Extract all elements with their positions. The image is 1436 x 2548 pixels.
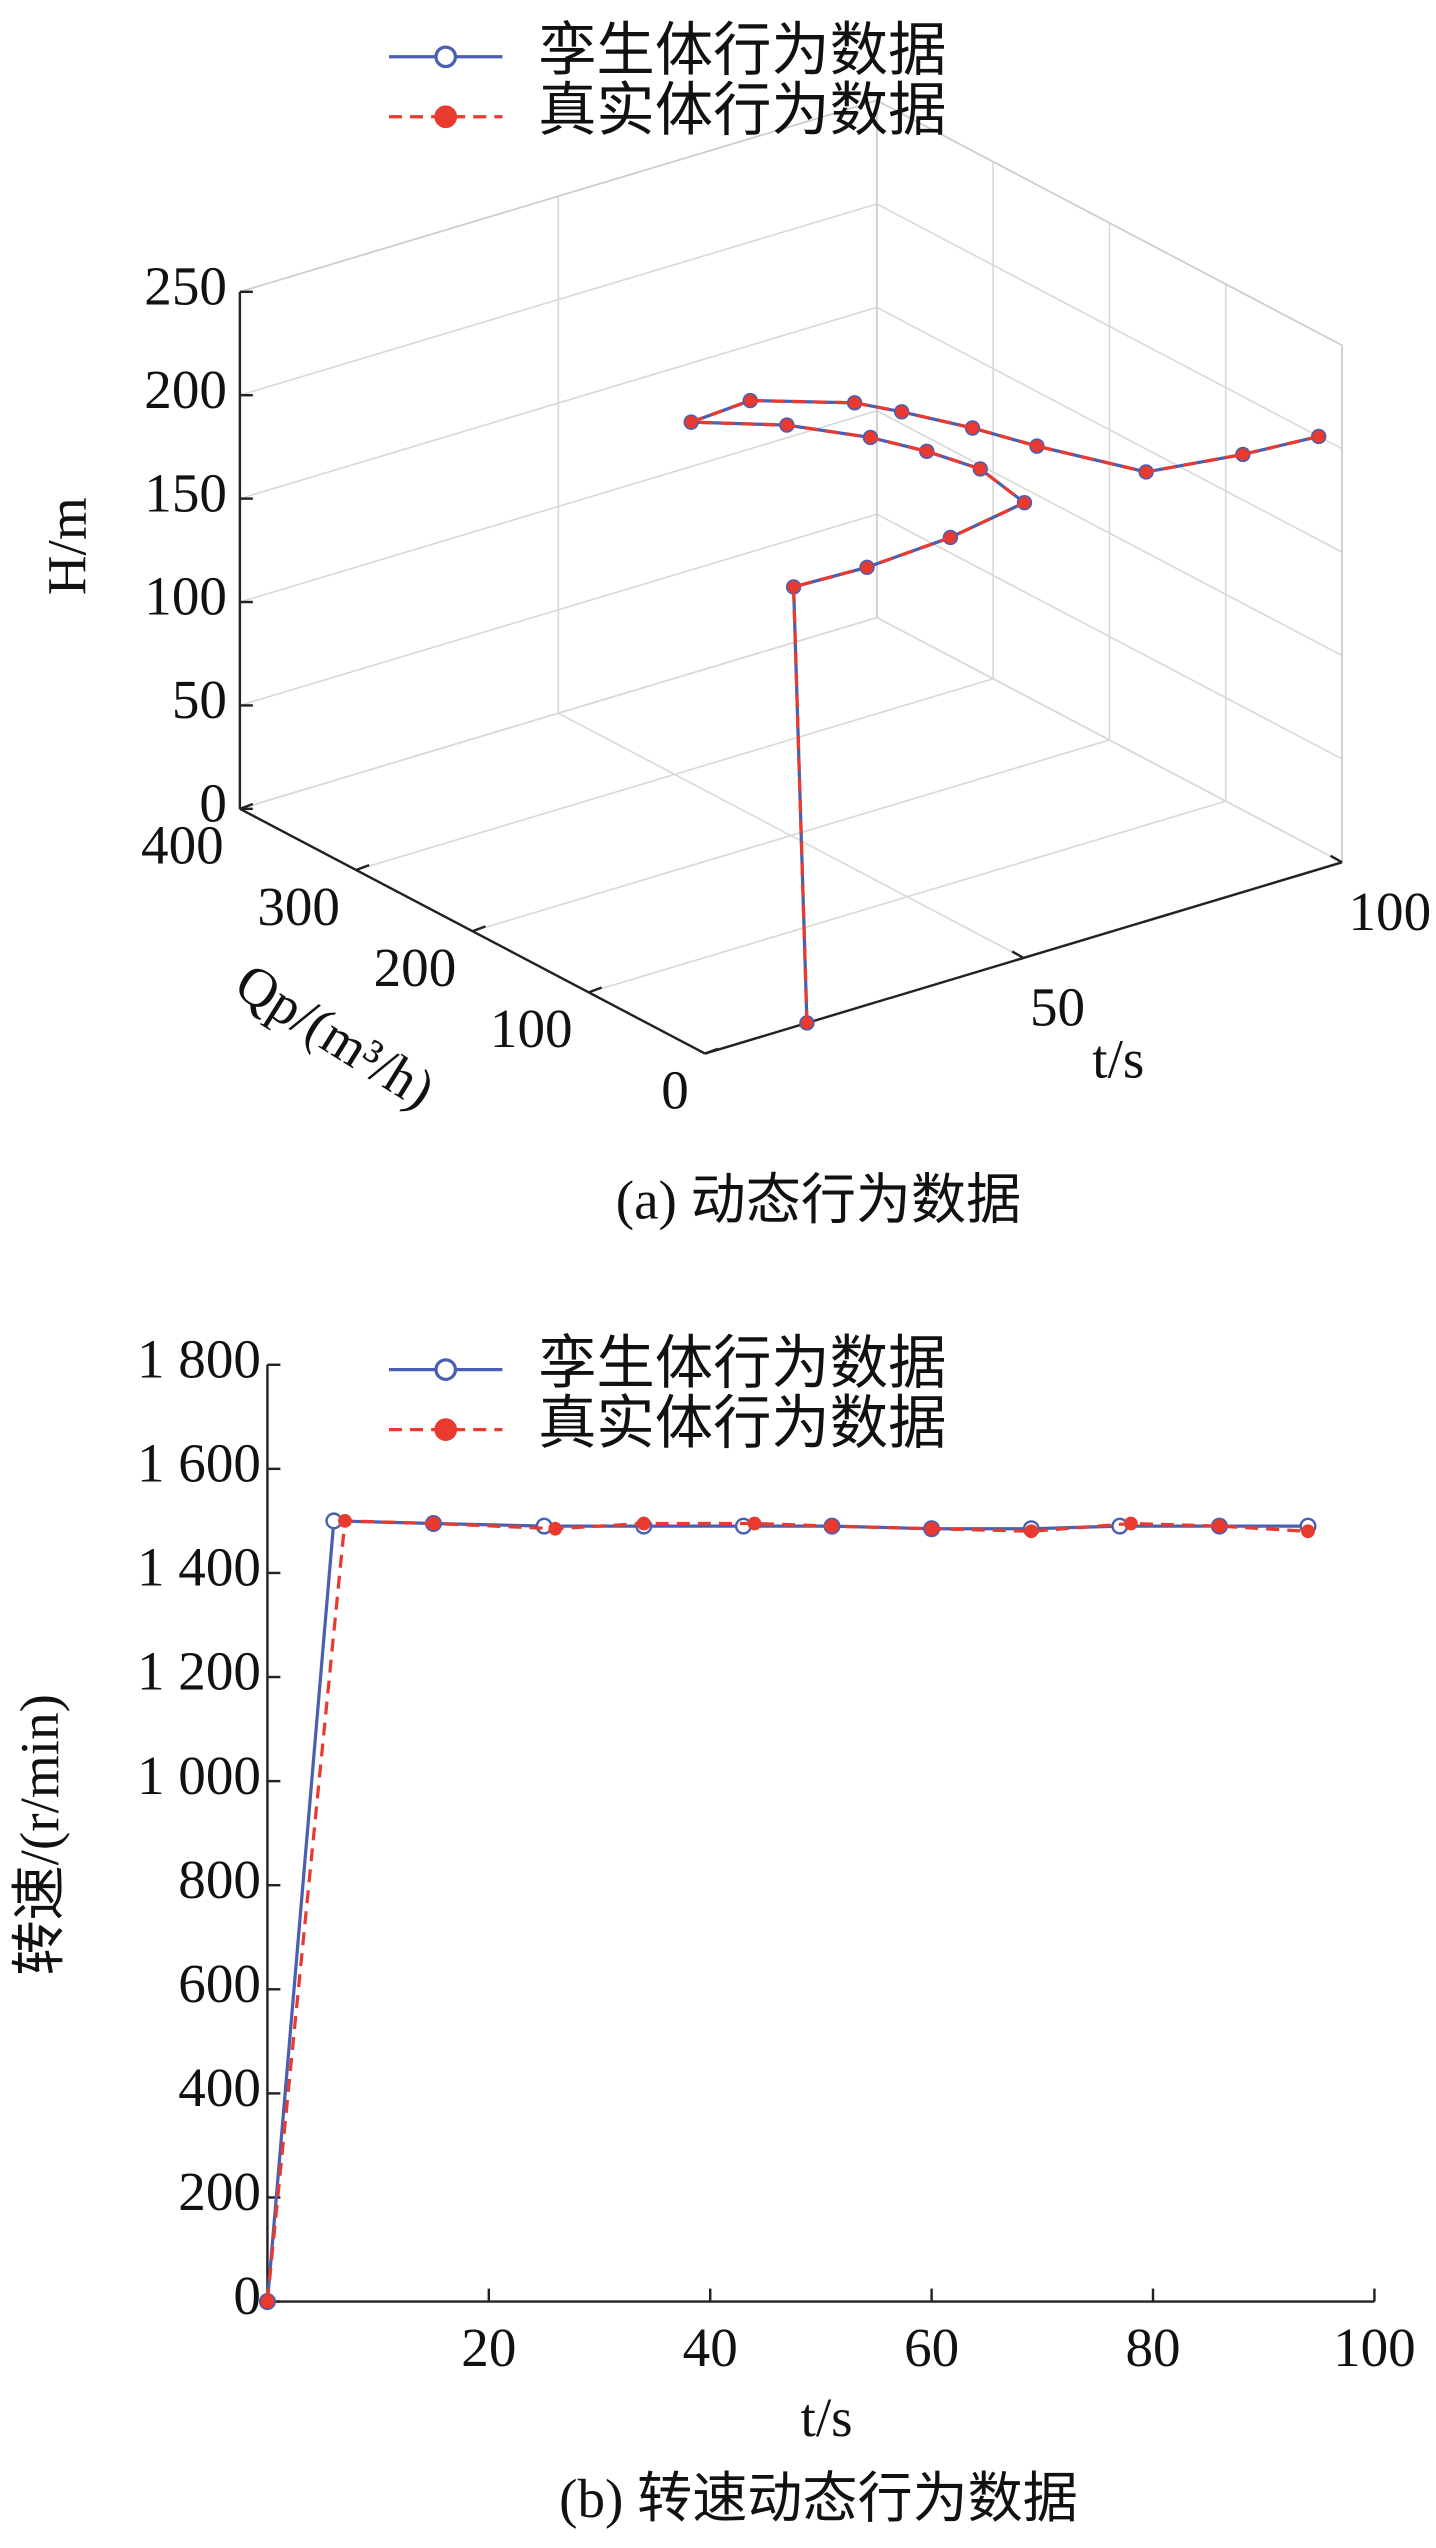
data-point [260,2294,275,2309]
data-point [1301,1524,1315,1539]
z-tick-label: 150 [144,462,227,523]
z-tick-label: 50 [172,669,227,730]
data-point [1024,1524,1039,1539]
box-edge [239,99,878,293]
x-axis-label: t/s [801,2387,853,2448]
z-tick-label: 200 [144,359,227,420]
tick-mark [704,1047,719,1055]
data-point [864,431,877,444]
z-axis-label: H/m [37,497,98,595]
data-point [780,419,793,432]
legend-marker [434,45,458,69]
tick-mark [1011,950,1025,960]
data-point [1312,430,1325,443]
legend-marker [434,105,458,129]
z-tick-label: 250 [144,255,227,316]
y-tick-label: 800 [178,1849,261,1910]
legend-marker [434,1418,458,1441]
data-point [1030,440,1044,453]
series-line [265,1519,1308,2302]
x-tick-label: 100 [1348,881,1431,942]
tick-mark [588,986,603,994]
y-tick-label: 600 [178,1953,261,2014]
y-tick-label: 1 000 [137,1745,261,1806]
y-tick-label: 1 600 [137,1432,261,1493]
data-point [685,416,698,429]
legend-label: 真实体行为数据 [538,1391,946,1456]
y-tick-label: 0 [661,1059,689,1120]
data-point [636,1516,651,1531]
legend-label: 孪生体行为数据 [538,18,946,83]
data-point [426,1516,441,1531]
tick-mark [472,925,486,933]
y-tick-label: 0 [233,2265,261,2326]
legend-label: 孪生体行为数据 [538,1331,946,1396]
data-point [974,462,987,475]
tick-mark [355,864,370,872]
data-point [920,445,933,458]
data-point [860,561,874,574]
data-point [848,396,861,409]
data-point [944,531,957,544]
x-tick-label: 80 [1125,2317,1180,2378]
y-tick-label: 1 200 [137,1641,261,1702]
legend-marker [434,1358,458,1381]
legend-label: 真实体行为数据 [538,78,946,143]
data-point [895,405,908,418]
caption: (a) 动态行为数据 [616,1170,1021,1231]
x-axis-label: t/s [1092,1029,1144,1090]
y-tick-label: 300 [257,876,340,937]
data-point [1140,465,1153,479]
grid-line [239,616,878,810]
grid-line [588,800,1226,994]
box-edge [876,99,1343,347]
data-point [1236,448,1249,461]
tick-mark [1330,854,1343,864]
y-tick-label: 1 800 [137,1328,261,1389]
x-tick-label: 60 [904,2317,959,2378]
y-tick-label: 200 [374,937,457,998]
data-point [800,1016,814,1030]
data-point [747,1516,762,1531]
data-point [966,421,979,435]
data-point [825,1519,839,1533]
grid-line [355,677,994,871]
grid-line [472,739,1110,932]
x-tick-label: 100 [1333,2317,1416,2378]
series-line [265,1519,1309,2302]
caption: (b) 转速动态行为数据 [559,2468,1078,2529]
z-tick-label: 0 [199,772,227,833]
data-point [924,1521,939,1536]
y-tick-label: 100 [490,998,573,1059]
series-line [690,398,1320,1024]
data-point [338,1514,352,1528]
x-tick-label: 50 [1030,977,1085,1038]
y-axis-label: 转速/(r/min) [9,1694,70,1976]
y-tick-label: 400 [178,2057,261,2118]
y-tick-label: 1 400 [137,1537,261,1598]
z-tick-label: 100 [144,566,227,627]
y-tick-label: 200 [178,2161,261,2222]
series-line [690,398,1320,1024]
data-point [1018,496,1031,509]
data-point [548,1521,563,1536]
tick-mark [239,802,254,810]
data-point [1212,1519,1227,1533]
data-point [744,394,757,407]
x-tick-label: 40 [683,2317,738,2378]
data-point [1123,1516,1138,1531]
data-point [787,580,800,593]
x-tick-label: 20 [461,2317,516,2378]
y-tick-label: 400 [141,815,224,876]
